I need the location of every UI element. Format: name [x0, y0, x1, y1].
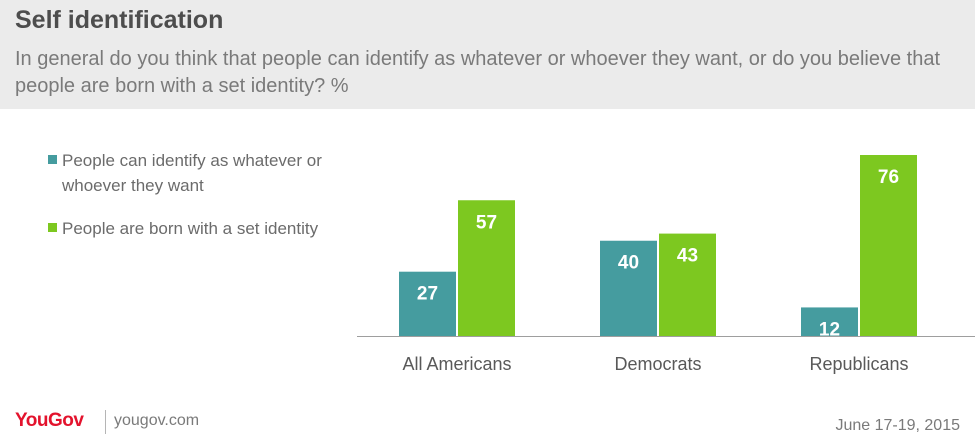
bar-value-label: 12: [819, 319, 840, 340]
legend-swatch-teal: [48, 155, 57, 164]
bar-0-0: [399, 271, 456, 336]
category-label: Republicans: [809, 354, 908, 374]
footer-date: June 17-19, 2015: [835, 417, 960, 434]
legend-label: People can identify as whatever or whoev…: [62, 151, 322, 195]
category-label: Democrats: [614, 354, 701, 374]
bar-1-0: [600, 240, 657, 336]
bar-2-0: [801, 307, 858, 336]
legend-item-can-identify: People can identify as whatever or whoev…: [48, 148, 338, 198]
bar-value-label: 40: [618, 253, 639, 274]
legend-label: People are born with a set identity: [62, 219, 319, 238]
bar-value-label: 43: [677, 246, 698, 267]
bar-1-1: [659, 233, 716, 336]
bar-2-1: [860, 155, 917, 336]
bar-0-1: [458, 200, 515, 336]
legend-item-born-with: People are born with a set identity: [48, 216, 338, 241]
header-band: Self identification In general do you th…: [0, 0, 975, 109]
chart-title: Self identification: [15, 6, 224, 34]
yougov-logo: YouGov: [15, 410, 84, 431]
bar-value-label: 57: [476, 212, 497, 233]
legend: People can identify as whatever or whoev…: [48, 148, 338, 241]
category-label: All Americans: [402, 354, 511, 374]
footer-site: yougov.com: [114, 412, 200, 429]
chart-subtitle: In general do you think that people can …: [15, 48, 941, 97]
legend-swatch-green: [48, 223, 57, 232]
bar-value-label: 27: [417, 284, 438, 305]
footer-divider: [105, 410, 106, 434]
bar-value-label: 76: [878, 167, 899, 188]
